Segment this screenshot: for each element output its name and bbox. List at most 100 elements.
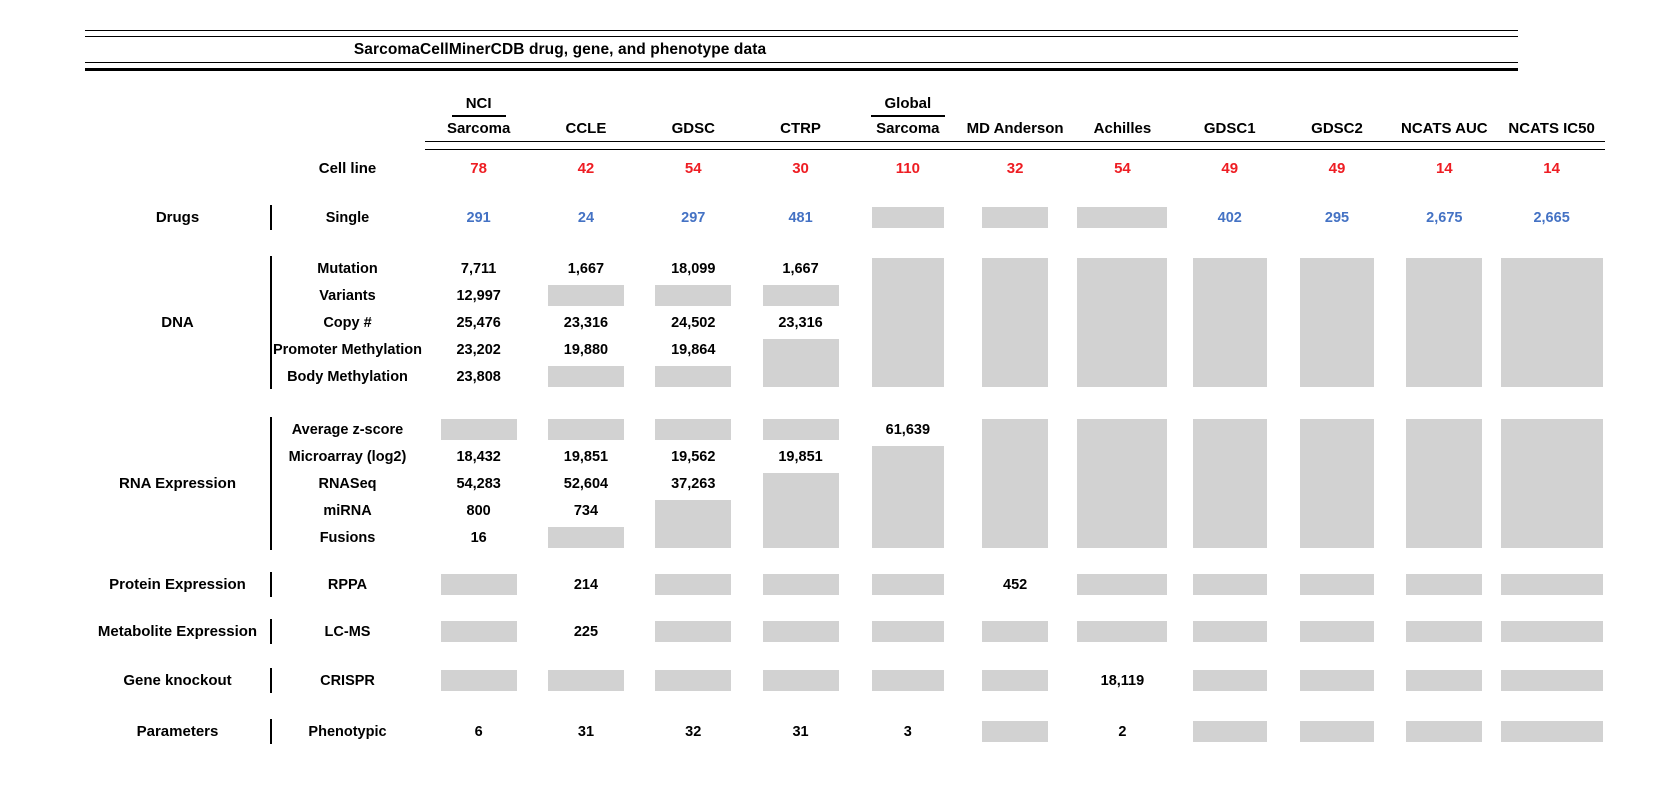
group-divider-line xyxy=(270,668,272,693)
row-label: Promoter Methylation xyxy=(272,341,423,358)
no-data-gray-box xyxy=(547,527,624,548)
no-data-gray-box xyxy=(655,419,732,440)
data-value: 2,665 xyxy=(1533,209,1570,226)
cell-line-label: Cell line xyxy=(318,159,377,177)
cell-line-count-achilles: 54 xyxy=(1114,159,1131,177)
row-label: RPPA xyxy=(327,576,368,593)
column-header-global-sarcoma: Global Sarcoma xyxy=(854,91,961,141)
column-header-gdsc2: GDSC2 xyxy=(1283,91,1390,141)
data-value: 16 xyxy=(470,529,487,546)
section-drugs: Drugs Single 291 24 297 481 402 295 2,675 2,665 xyxy=(85,204,1669,231)
no-data-gray-box xyxy=(871,207,944,228)
no-data-gray-box xyxy=(440,621,517,642)
no-data-gray-box xyxy=(440,574,517,595)
data-value: 23,316 xyxy=(778,314,823,331)
no-data-gray-box xyxy=(762,339,839,387)
no-data-gray-box xyxy=(1300,574,1375,595)
group-divider-line xyxy=(270,572,272,597)
section-gene-knockout: Gene knockout CRISPR 18,119 xyxy=(85,667,1669,694)
no-data-gray-box xyxy=(655,366,732,387)
row-label: Microarray (log2) xyxy=(288,448,407,465)
column-header-label: NCATS AUC xyxy=(1400,120,1488,137)
data-value: 52,604 xyxy=(563,475,609,492)
no-data-gray-box xyxy=(1300,621,1375,642)
cell-line-count-gdsc2: 49 xyxy=(1328,159,1346,177)
data-value: 23,316 xyxy=(563,314,609,331)
no-data-gray-box xyxy=(1192,574,1267,595)
data-value: 19,864 xyxy=(671,341,716,358)
figure: SarcomaCellMinerCDB drug, gene, and phen… xyxy=(85,30,1669,745)
no-data-gray-box xyxy=(1500,419,1603,548)
data-value: 6 xyxy=(474,723,483,740)
group-label: DNA xyxy=(161,314,194,331)
title-top-rule xyxy=(85,30,1518,37)
data-value: 1,667 xyxy=(782,260,819,277)
no-data-gray-box xyxy=(1192,670,1267,691)
data-value: 2 xyxy=(1118,723,1127,740)
row-label: miRNA xyxy=(323,502,372,519)
no-data-gray-box xyxy=(762,670,839,691)
no-data-gray-box xyxy=(871,258,944,387)
no-data-gray-box xyxy=(762,621,839,642)
no-data-gray-box xyxy=(871,446,944,548)
no-data-gray-box xyxy=(655,500,732,548)
cell-line-count-ncats-ic50: 14 xyxy=(1543,159,1560,177)
no-data-gray-box xyxy=(440,670,517,691)
no-data-gray-box xyxy=(1192,621,1267,642)
column-header-label: GDSC2 xyxy=(1311,120,1363,137)
data-value: 225 xyxy=(573,623,599,640)
column-header-nci-sarcoma: NCI Sarcoma xyxy=(425,91,532,141)
row-label: LC-MS xyxy=(324,623,371,640)
no-data-gray-box xyxy=(1406,721,1483,742)
no-data-gray-box xyxy=(1300,721,1375,742)
title-bottom-rule xyxy=(85,62,1518,71)
data-value: 452 xyxy=(1003,576,1028,593)
section-parameters: Parameters Phenotypic 6 31 32 31 3 2 xyxy=(85,718,1669,745)
group-label: Gene knockout xyxy=(123,672,232,689)
cell-line-count-gdsc1: 49 xyxy=(1221,159,1239,177)
group-divider-line xyxy=(270,417,272,550)
column-header-achilles: Achilles xyxy=(1069,91,1176,141)
data-value: 32 xyxy=(685,723,702,740)
group-label: Protein Expression xyxy=(109,576,246,593)
column-header-ctrp: CTRP xyxy=(747,91,854,141)
column-header-md-anderson: MD Anderson xyxy=(961,91,1068,141)
no-data-gray-box xyxy=(547,366,624,387)
data-value: 31 xyxy=(792,723,809,740)
row-label: CRISPR xyxy=(320,672,375,689)
no-data-gray-box xyxy=(655,621,732,642)
no-data-gray-box xyxy=(871,670,944,691)
cell-line-row: Cell line 78 42 54 30 110 32 54 49 49 14 14 xyxy=(85,150,1669,186)
column-header-label: NCATS IC50 xyxy=(1508,120,1595,137)
data-value: 19,851 xyxy=(563,448,609,465)
no-data-gray-box xyxy=(1406,574,1483,595)
no-data-gray-box xyxy=(1300,670,1375,691)
data-value: 1,667 xyxy=(567,260,605,277)
section-metabolite-expression: Metabolite Expression LC-MS 225 xyxy=(85,618,1669,645)
header-double-underline xyxy=(425,141,1606,150)
column-header-gdsc: GDSC xyxy=(640,91,747,141)
no-data-gray-box xyxy=(1192,419,1267,548)
data-value: 2,675 xyxy=(1426,209,1463,226)
data-value: 297 xyxy=(681,209,706,226)
data-value: 7,711 xyxy=(460,260,497,277)
no-data-gray-box xyxy=(1406,419,1483,548)
no-data-gray-box xyxy=(871,621,944,642)
no-data-gray-box xyxy=(1077,574,1168,595)
no-data-gray-box xyxy=(1077,207,1168,228)
data-value: 25,476 xyxy=(456,314,501,331)
row-label: Body Methylation xyxy=(287,368,408,385)
group-label: Metabolite Expression xyxy=(97,623,258,640)
column-header-label: Sarcoma xyxy=(876,120,940,137)
no-data-gray-box xyxy=(440,419,517,440)
title-block: SarcomaCellMinerCDB drug, gene, and phen… xyxy=(85,30,1518,71)
no-data-gray-box xyxy=(982,670,1049,691)
no-data-gray-box xyxy=(1077,621,1168,642)
cell-line-count-gdsc: 54 xyxy=(684,159,702,177)
no-data-gray-box xyxy=(1077,258,1168,387)
data-value: 402 xyxy=(1217,209,1242,226)
data-value: 19,562 xyxy=(671,448,716,465)
no-data-gray-box xyxy=(1500,721,1603,742)
group-divider-line xyxy=(270,719,272,744)
data-value: 481 xyxy=(788,209,813,226)
